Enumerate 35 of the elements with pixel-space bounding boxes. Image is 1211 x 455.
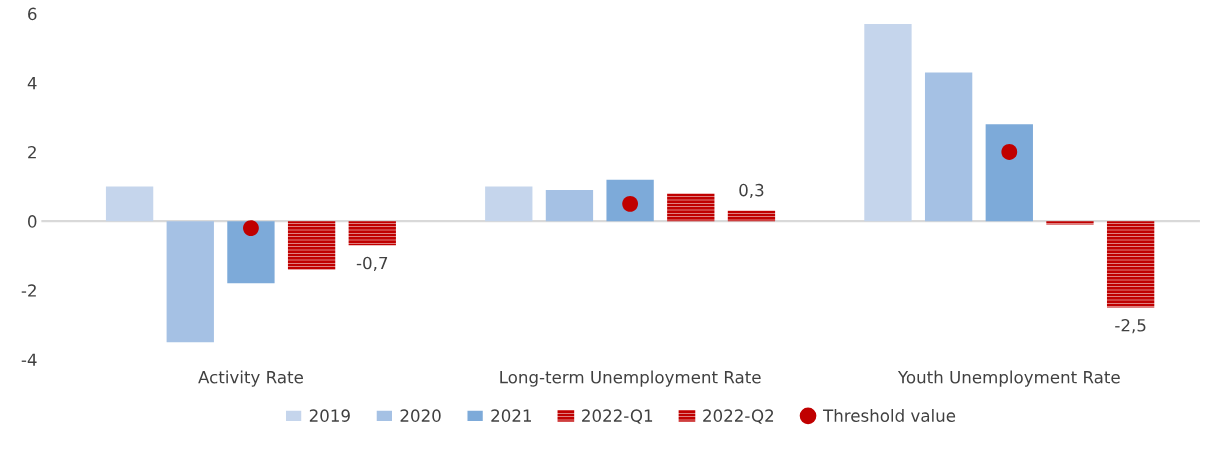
y-tick-label: 2 — [28, 145, 36, 159]
bar — [105, 186, 154, 222]
bar — [606, 179, 654, 222]
y-tick-label: 4 — [27, 76, 37, 90]
bar — [166, 221, 214, 343]
data-label: 0,3 — [739, 183, 764, 199]
legend-label: 2020 — [400, 409, 441, 422]
bar — [485, 186, 533, 222]
legend-label: Threshold value — [823, 409, 956, 422]
y-tick-label: -2 — [21, 284, 36, 297]
bar — [227, 221, 275, 284]
bar — [1106, 221, 1155, 308]
legend-label: 2022-Q2 — [703, 409, 774, 424]
bar — [667, 193, 715, 222]
y-tick-label: -4 — [21, 353, 37, 366]
y-tick-label: 6 — [28, 7, 37, 21]
data-label: -0,7 — [356, 256, 388, 272]
bar — [287, 221, 336, 270]
bar — [727, 210, 776, 222]
point — [243, 220, 259, 236]
y-tick-label: 0 — [28, 215, 37, 228]
legend-label: 2022-Q1 — [582, 409, 653, 424]
bar — [924, 72, 973, 222]
bar — [1046, 221, 1094, 225]
x-tick-label: Activity Rate — [198, 370, 303, 387]
x-tick-label: Youth Unemployment Rate — [897, 370, 1120, 387]
x-tick-label: Long-term Unemployment Rate — [500, 370, 761, 387]
data-label: -2,5 — [1115, 318, 1146, 334]
point — [1001, 144, 1018, 160]
bar — [864, 24, 912, 222]
legend-label: 2021 — [491, 409, 531, 422]
bar — [985, 124, 1033, 222]
legend-label: 2019 — [309, 409, 350, 422]
bar — [545, 190, 594, 222]
bar — [348, 221, 396, 246]
